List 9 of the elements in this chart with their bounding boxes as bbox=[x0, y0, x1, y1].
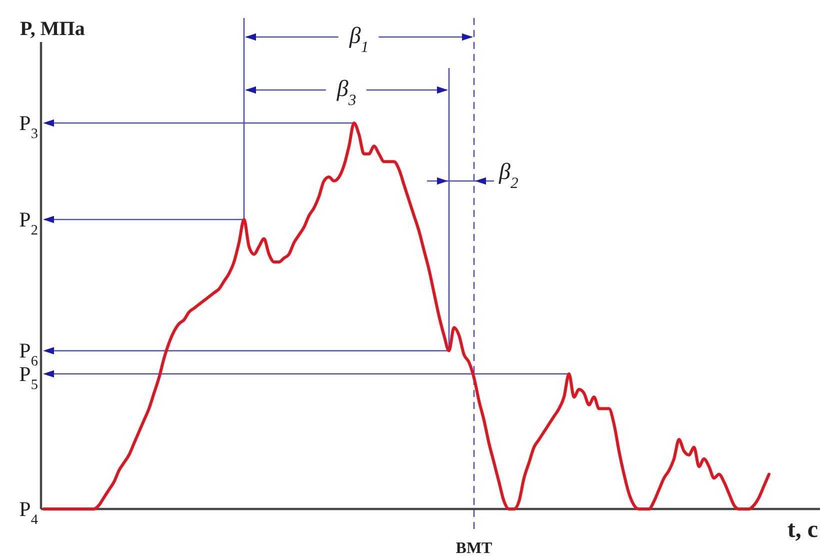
text: β$_{1}$ bbox=[348, 23, 369, 56]
text: ВМТ bbox=[456, 540, 493, 557]
ref-line-label: P$_{2}$ bbox=[19, 208, 38, 238]
text: P$_{4}$ bbox=[19, 497, 38, 528]
x-axis-title: t, с bbox=[787, 517, 818, 543]
y-axis-title: P, МПа bbox=[20, 18, 85, 40]
text: β$_{3}$ bbox=[336, 76, 356, 108]
ref-line-label: P$_{3}$ bbox=[19, 111, 38, 142]
annotation: β$_{2}$ bbox=[498, 159, 518, 192]
